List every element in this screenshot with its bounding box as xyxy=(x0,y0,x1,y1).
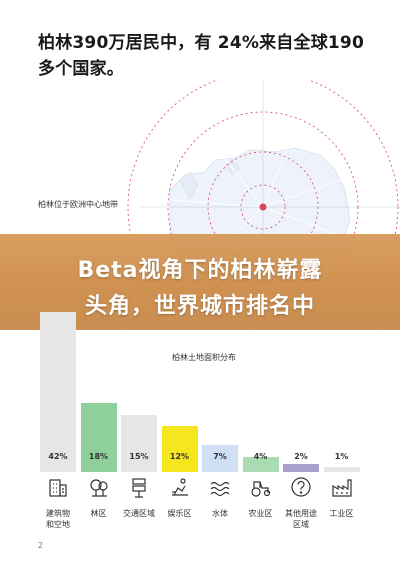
bar-7 xyxy=(283,464,319,472)
bar-value-label: 4% xyxy=(253,452,268,461)
bar-value-label: 12% xyxy=(169,452,190,461)
category-label: 农业区 xyxy=(248,509,273,518)
category-label: 建筑物 和空地 xyxy=(46,509,70,529)
category-label: 水体 xyxy=(212,509,228,518)
water-waves-icon xyxy=(202,476,238,502)
tree-icon xyxy=(81,476,117,502)
question-mark-icon xyxy=(283,476,319,502)
banner-line-2: 头角，世界城市排名中 xyxy=(84,294,315,319)
category-label: 其他用途 区域 xyxy=(285,509,317,529)
page-number: 2 xyxy=(38,541,44,550)
road-sign-icon xyxy=(121,476,157,502)
bar-value-label: 7% xyxy=(213,452,227,461)
map-caption: 柏林位于欧洲中心地带 xyxy=(38,200,118,209)
bar-1 xyxy=(40,312,76,472)
bar-6 xyxy=(242,456,279,472)
bar-8 xyxy=(323,467,360,472)
berlin-marker xyxy=(259,203,267,211)
factory-icon xyxy=(324,476,360,502)
bar-value-label: 2% xyxy=(294,452,308,461)
headline: 柏林390万居民中，有 24%来自全球190多个国家。 xyxy=(38,33,364,79)
category-label: 林区 xyxy=(90,509,107,518)
building-icon xyxy=(40,476,76,502)
banner-line-1: Beta视角下的柏林崭露 xyxy=(77,258,323,283)
bar-value-label: 42% xyxy=(48,452,68,461)
category-label: 工业区 xyxy=(329,509,354,518)
tractor-icon xyxy=(243,476,279,502)
category-label: 交通区域 xyxy=(123,509,155,518)
bar-value-label: 1% xyxy=(334,452,349,461)
bar-3 xyxy=(121,414,157,472)
bar-5 xyxy=(202,445,238,472)
bar-2 xyxy=(80,403,117,472)
bar-value-label: 15% xyxy=(129,452,149,461)
bar-4 xyxy=(161,426,198,472)
chart-title: 柏林土地面积分布 xyxy=(172,353,236,362)
bar-value-label: 18% xyxy=(88,452,109,461)
recreation-icon xyxy=(162,476,198,502)
category-label: 娱乐区 xyxy=(167,509,192,518)
